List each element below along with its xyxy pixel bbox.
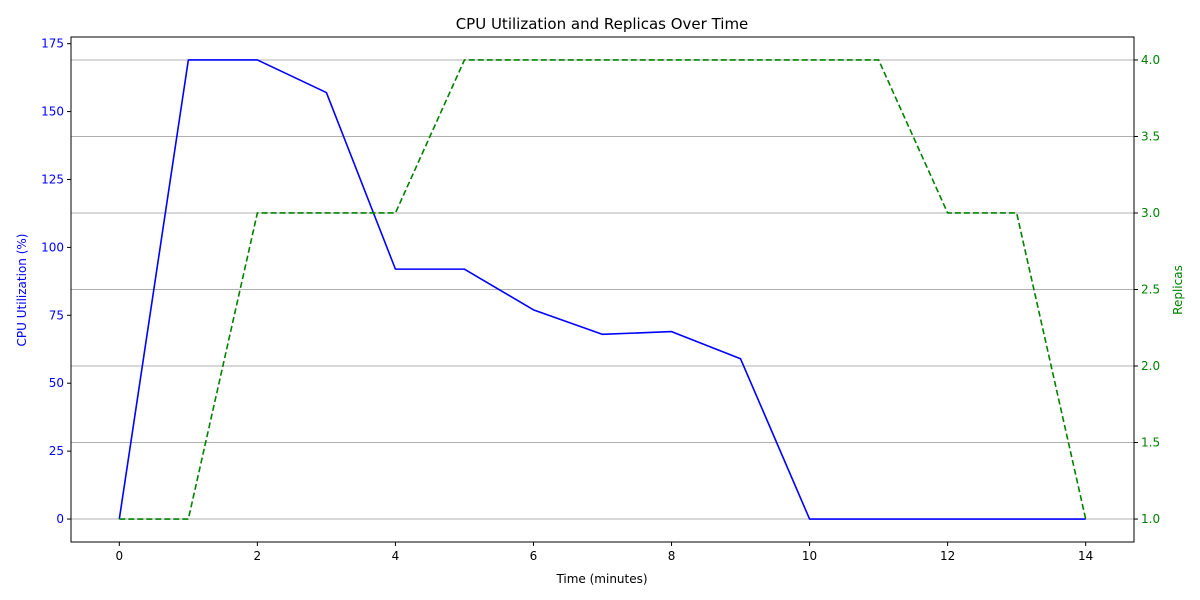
y-left-tick-label: 100 — [41, 240, 64, 254]
y-left-tick-label: 125 — [41, 172, 64, 186]
x-tick-label: 4 — [392, 549, 400, 563]
y-right-tick-label: 3.0 — [1141, 206, 1160, 220]
y-left-tick-label: 175 — [41, 37, 64, 51]
y-left-tick-label: 25 — [49, 444, 64, 458]
y-right-tick-label: 3.5 — [1141, 129, 1160, 143]
x-tick-label: 0 — [115, 549, 123, 563]
cpu-series-line — [118, 59, 1086, 520]
replicas-series-line — [119, 59, 1087, 520]
y-right-tick-label: 4.0 — [1141, 53, 1160, 67]
y-left-tick-label: 150 — [41, 105, 64, 119]
x-axis-ticks: 0 2 4 6 8 10 12 14 — [115, 542, 1093, 563]
y-right-tick-label: 1.5 — [1141, 436, 1160, 450]
x-tick-label: 2 — [254, 549, 262, 563]
y-left-axis-label: CPU Utilization (%) — [15, 234, 29, 347]
series-layer — [118, 59, 1087, 520]
y-left-tick-label: 0 — [56, 512, 64, 526]
y-right-tick-label: 1.0 — [1141, 512, 1160, 526]
x-tick-label: 6 — [530, 549, 538, 563]
x-axis-label: Time (minutes) — [555, 572, 647, 586]
y-right-tick-label: 2.0 — [1141, 359, 1160, 373]
x-tick-label: 12 — [940, 549, 955, 563]
y-right-axis-ticks: 1.0 1.5 2.0 2.5 3.0 3.5 4.0 — [1134, 53, 1160, 526]
x-tick-label: 10 — [802, 549, 817, 563]
y-right-tick-label: 2.5 — [1141, 283, 1160, 297]
y-left-tick-label: 75 — [49, 308, 64, 322]
x-tick-label: 14 — [1078, 549, 1093, 563]
y-left-axis-ticks: 0 25 50 75 100 125 150 175 — [41, 37, 71, 526]
y-left-tick-label: 50 — [49, 376, 64, 390]
x-tick-label: 8 — [668, 549, 676, 563]
y-right-axis-label: Replicas — [1171, 265, 1185, 315]
chart-title: CPU Utilization and Replicas Over Time — [456, 15, 749, 33]
